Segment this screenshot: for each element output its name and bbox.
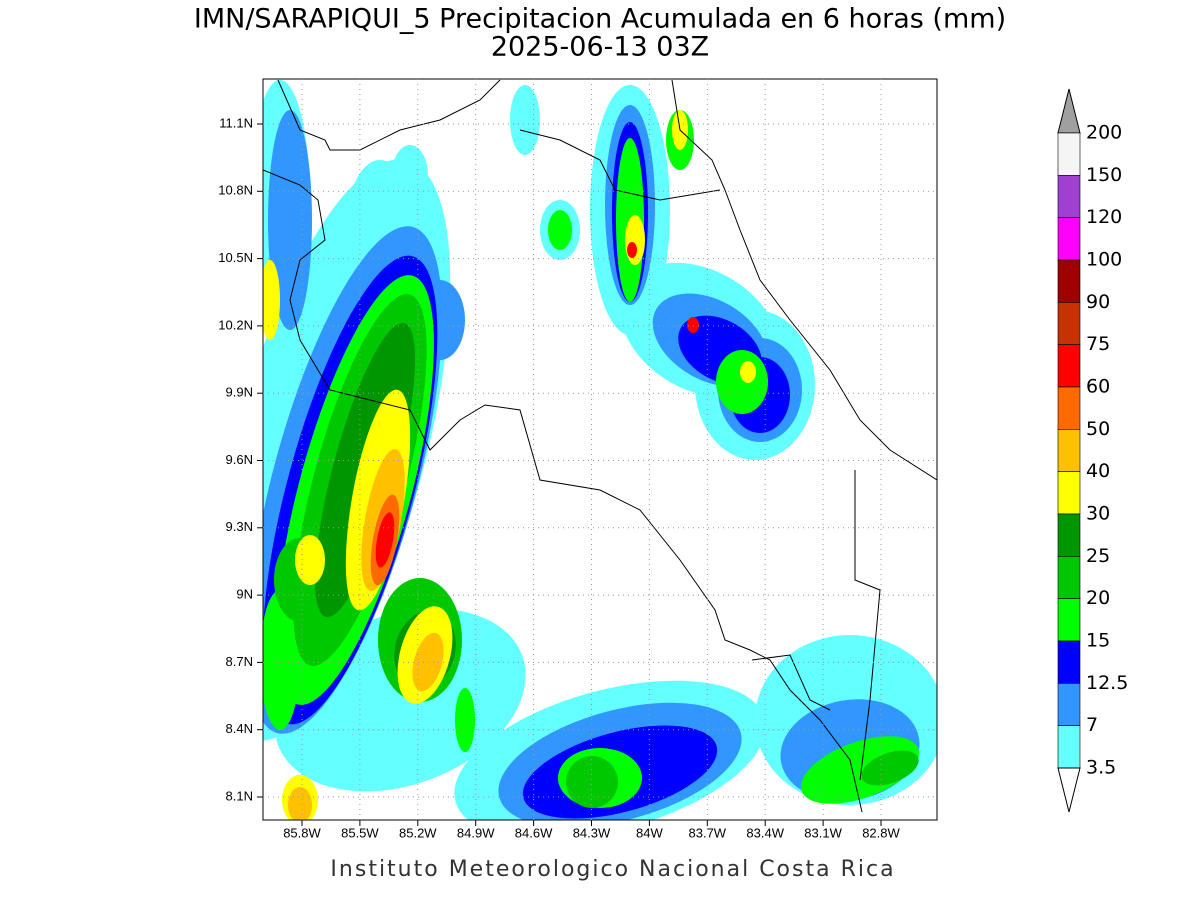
colorbar-label: 50 — [1086, 418, 1110, 440]
caribbean-coast — [671, 79, 937, 481]
colorbar-bin — [1057, 429, 1081, 472]
plot-frame — [262, 78, 938, 821]
colorbar-bin — [1057, 132, 1081, 176]
colorbar-label: 3.5 — [1086, 757, 1116, 779]
lon-label: 85.2W — [399, 825, 437, 840]
subtitle: 2025-06-13 03Z — [491, 32, 709, 63]
rain-area — [455, 688, 475, 752]
lon-label: 82.8W — [862, 825, 900, 840]
colorbar-under — [1057, 767, 1081, 813]
lat-label: 10.8N — [218, 183, 253, 198]
title: IMN/SARAPIQUI_5 Precipitacion Acumulada … — [194, 4, 1006, 35]
rain-area — [510, 85, 540, 155]
lon-label: 84W — [636, 825, 663, 840]
colorbar-label: 150 — [1086, 164, 1122, 186]
lon-label: 83.7W — [689, 825, 727, 840]
rain-area — [687, 317, 699, 333]
precipitation-field — [263, 80, 937, 820]
colorbar-label: 60 — [1086, 376, 1110, 398]
lat-label: 9.3N — [226, 519, 253, 534]
colorbar-label: 15 — [1086, 630, 1110, 652]
rain-area — [548, 210, 572, 250]
colorbar-label: 30 — [1086, 503, 1110, 525]
colorbar-bin — [1057, 556, 1081, 599]
colorbar-label: 40 — [1086, 460, 1110, 482]
colorbar-bin — [1057, 259, 1081, 303]
rain-area — [861, 750, 919, 786]
colorbar-label: 75 — [1086, 333, 1110, 355]
lat-label: 8.4N — [226, 721, 253, 736]
rain-area — [263, 260, 280, 340]
lat-label: 9.6N — [226, 452, 253, 467]
colorbar-bin — [1057, 598, 1081, 642]
colorbar-label: 100 — [1086, 249, 1122, 271]
rain-area — [288, 787, 312, 820]
lon-label: 84.9W — [457, 825, 495, 840]
colorbar-label: 90 — [1086, 291, 1110, 313]
lat-label: 9N — [236, 587, 253, 602]
colorbar-over — [1057, 88, 1081, 134]
rain-area — [392, 145, 428, 205]
colorbar-bin — [1057, 344, 1081, 388]
colorbar-bin — [1057, 640, 1081, 684]
rain-area — [716, 350, 768, 414]
rain-area — [295, 535, 325, 585]
colorbar-label: 25 — [1086, 545, 1110, 567]
colorbar-bin — [1057, 386, 1081, 430]
colorbar-label: 200 — [1086, 122, 1122, 144]
colorbar-bin — [1057, 513, 1081, 557]
footer: Instituto Meteorologico Nacional Costa R… — [330, 857, 895, 882]
colorbar-bin — [1057, 725, 1081, 769]
colorbar-label: 7 — [1086, 714, 1098, 736]
lon-label: 85.8W — [283, 825, 321, 840]
rain-area — [566, 756, 618, 808]
colorbar-bin — [1057, 302, 1081, 345]
lat-label: 8.1N — [226, 788, 253, 803]
rain-area — [263, 590, 300, 730]
colorbar-bin — [1057, 683, 1081, 726]
lon-label: 85.5W — [341, 825, 379, 840]
lat-label: 10.5N — [218, 250, 253, 265]
rain-area — [740, 361, 756, 383]
lon-label: 83.4W — [746, 825, 784, 840]
lat-label: 8.7N — [226, 654, 253, 669]
lon-label: 83.1W — [804, 825, 842, 840]
lat-label: 9.9N — [226, 385, 253, 400]
rain-area — [375, 512, 395, 568]
lat-label: 11.1N — [219, 115, 253, 130]
lon-label: 84.6W — [515, 825, 553, 840]
south-border — [751, 470, 881, 781]
lat-label: 10.2N — [218, 317, 253, 332]
colorbar-bin — [1057, 175, 1081, 218]
colorbar-bin — [1057, 471, 1081, 515]
colorbar-label: 120 — [1086, 206, 1122, 228]
rain-area — [625, 215, 645, 265]
colorbar-label: 12.5 — [1086, 672, 1128, 694]
rain-area — [627, 242, 637, 258]
rain-area — [268, 110, 312, 330]
coastlines — [263, 79, 937, 813]
colorbar-label: 20 — [1086, 587, 1110, 609]
lon-label: 84.3W — [573, 825, 611, 840]
colorbar-bin — [1057, 217, 1081, 261]
